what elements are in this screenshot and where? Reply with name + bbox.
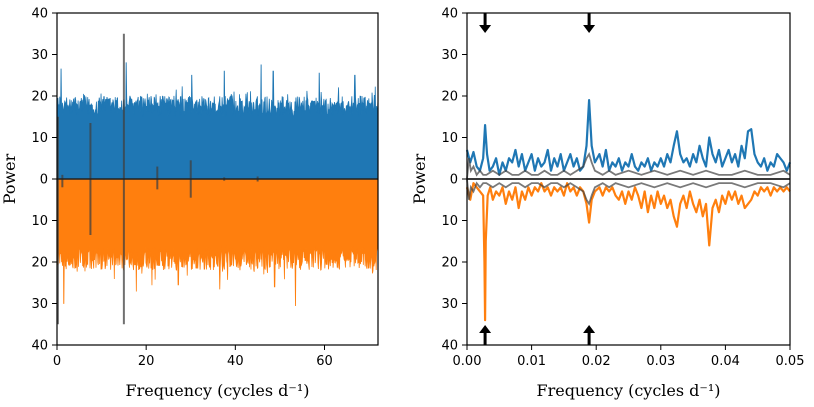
arrow-down-icon — [583, 25, 596, 33]
arrow-up-icon — [479, 325, 492, 333]
left-x-tick-label: 0 — [53, 354, 61, 369]
right-x-tick-label: 0.02 — [582, 354, 611, 369]
arrow-up-icon — [583, 325, 596, 333]
right-y-tick-label: 40 — [441, 7, 458, 22]
right-x-tick-label: 0.05 — [776, 354, 805, 369]
left-y-tick-label: 20 — [31, 90, 48, 105]
right-x-axis-label: Frequency (cycles d⁻¹) — [536, 381, 720, 400]
right-x-tick-label: 0.01 — [517, 354, 546, 369]
left-x-tick-label: 20 — [138, 354, 155, 369]
left-series-upper — [56, 62, 379, 180]
left-y-tick-label: 0 — [40, 173, 48, 188]
left-y-tick-label: 40 — [31, 339, 48, 354]
left-axes: 0 20 40 60 40 30 20 10 0 10 20 30 40 — [31, 7, 379, 369]
right-x-tick-label: 0.04 — [711, 354, 740, 369]
right-y-tick-label: 40 — [441, 339, 458, 354]
left-y-tick-label: 30 — [31, 297, 48, 312]
left-series-lower — [56, 178, 379, 306]
left-frame — [56, 12, 379, 346]
arrow-down-icon — [479, 25, 492, 33]
left-y-tick-label: 10 — [31, 131, 48, 146]
left-y-tick-label: 10 — [31, 214, 48, 229]
right-y-tick-label: 20 — [441, 90, 458, 105]
right-window-upper — [466, 151, 791, 180]
right-x-tick-label: 0.03 — [646, 354, 675, 369]
frequency-markers — [479, 13, 596, 345]
left-y-axis-label: Power — [0, 153, 19, 204]
right-y-tick-label: 30 — [441, 48, 458, 63]
right-y-tick-label: 0 — [450, 173, 458, 188]
left-x-axis-label: Frequency (cycles d⁻¹) — [125, 381, 309, 400]
right-series-lower — [465, 182, 791, 322]
right-y-tick-label: 20 — [441, 256, 458, 271]
left-plot-area — [56, 33, 379, 325]
right-y-axis-label: Power — [410, 153, 429, 204]
left-x-tick-label: 60 — [316, 354, 333, 369]
right-y-tick-label: 10 — [441, 131, 458, 146]
right-series-upper — [465, 99, 792, 176]
left-y-tick-label: 30 — [31, 48, 48, 63]
right-window-lower — [466, 178, 791, 207]
left-panel: 0 20 40 60 40 30 20 10 0 10 20 30 40 Frequency (cycl… — [0, 7, 379, 400]
right-panel: 0.00 0.01 0.02 0.03 0.04 0.05 40 30 20 10 0 10 20 30 4… — [410, 7, 804, 401]
right-axes: 0.00 0.01 0.02 0.03 0.04 0.05 40 30 20 10 0 10 20 30 4… — [441, 7, 804, 370]
left-y-tick-label: 40 — [31, 7, 48, 22]
right-y-tick-label: 10 — [441, 214, 458, 229]
right-frame — [466, 12, 791, 346]
right-y-tick-label: 30 — [441, 297, 458, 312]
left-x-tick-label: 40 — [227, 354, 244, 369]
right-plot-area — [465, 99, 792, 322]
right-x-tick-label: 0.00 — [453, 354, 482, 369]
left-y-tick-label: 20 — [31, 256, 48, 271]
